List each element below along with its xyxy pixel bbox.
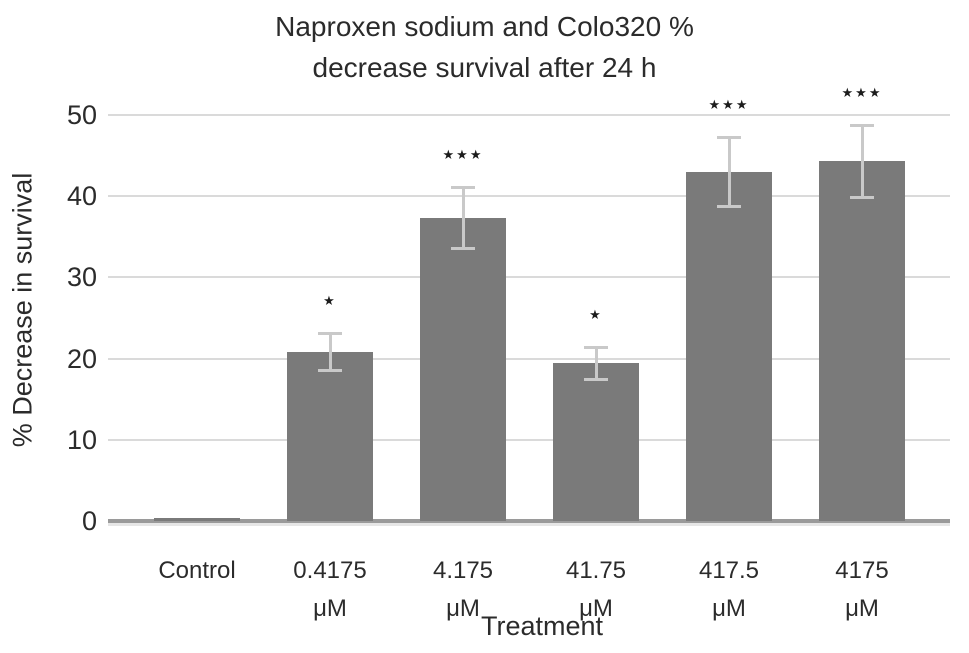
x-tick-label: 4.175 μM — [432, 557, 494, 622]
error-bar-cap — [717, 204, 741, 208]
error-bar-stem — [860, 124, 864, 198]
gridline — [108, 195, 950, 198]
y-tick-label: 20 — [66, 343, 97, 374]
error-bar-cap — [584, 377, 608, 381]
y-tick-label: 10 — [66, 424, 97, 455]
x-tick-label: Control — [158, 557, 236, 584]
bar — [420, 218, 506, 521]
bar — [154, 518, 240, 521]
error-bar-cap — [451, 186, 475, 190]
error-bar-stem — [727, 136, 731, 207]
x-axis-label: Treatment — [480, 611, 604, 641]
x-tick-label: 41.75 μM — [565, 557, 627, 622]
error-bar-stem — [461, 187, 465, 249]
error-bar-cap — [850, 123, 874, 127]
significance-stars: ★★★ — [708, 96, 750, 112]
gridline — [108, 357, 950, 360]
x-tick-label: 0.4175 μM — [293, 557, 367, 622]
significance-stars: ★★★ — [841, 84, 883, 100]
y-tick-label: 30 — [66, 262, 97, 293]
significance-stars: ★ — [589, 307, 603, 323]
gridline — [108, 114, 950, 116]
gridline — [108, 438, 950, 441]
error-bar-stem — [594, 347, 598, 380]
error-bar-cap — [318, 332, 342, 336]
significance-stars: ★★★ — [442, 147, 484, 163]
significance-stars: ★ — [323, 293, 337, 309]
chart-title: Naproxen sodium and Colo320 % decrease s… — [275, 11, 694, 83]
error-bar-cap — [717, 135, 741, 139]
x-tick-label: 417.5 μM — [698, 557, 760, 622]
error-bar-stem — [328, 333, 332, 371]
error-bar-cap — [850, 195, 874, 199]
y-tick-label: 50 — [66, 100, 97, 130]
y-tick-label: 0 — [81, 506, 97, 536]
x-axis-line — [108, 519, 950, 523]
bar — [686, 171, 772, 521]
error-bar-cap — [451, 246, 475, 250]
error-bar-cap — [584, 346, 608, 350]
bar — [819, 161, 905, 521]
error-bar-cap — [318, 368, 342, 372]
y-tick-label: 40 — [66, 181, 97, 212]
gridline — [108, 276, 950, 279]
x-tick-label: 4175 μM — [835, 557, 889, 622]
bar — [287, 352, 373, 521]
bar — [553, 363, 639, 521]
